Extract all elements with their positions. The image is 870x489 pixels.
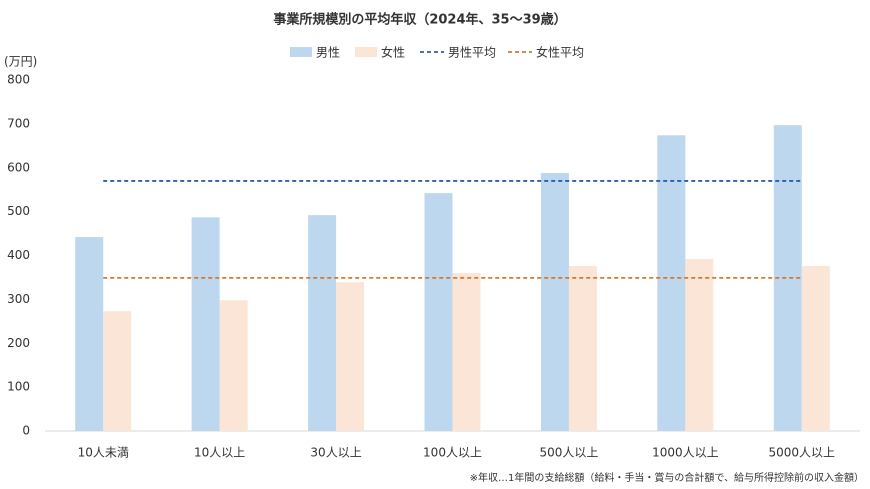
- y-tick-label: 800: [7, 73, 30, 87]
- x-tick-label: 5000人以上: [769, 446, 836, 460]
- y-tick-label: 300: [7, 292, 30, 306]
- y-tick-label: 200: [7, 336, 30, 350]
- y-tick-label: 100: [7, 380, 30, 394]
- y-tick-label: 600: [7, 160, 30, 174]
- legend-label: 女性平均: [536, 45, 584, 60]
- y-tick-label: 400: [7, 248, 30, 262]
- legend-swatch: [290, 47, 312, 57]
- bar: [103, 311, 132, 431]
- bar: [219, 300, 248, 431]
- bar: [801, 266, 830, 431]
- bar: [336, 282, 365, 431]
- bar: [452, 273, 481, 431]
- legend-label: 男性: [316, 46, 340, 60]
- bar: [424, 193, 453, 431]
- bar: [568, 266, 597, 431]
- x-tick-label: 30人以上: [310, 446, 361, 460]
- legend-label: 男性平均: [448, 46, 496, 60]
- x-tick-label: 500人以上: [539, 446, 598, 460]
- bar: [191, 217, 220, 431]
- x-tick-label: 1000人以上: [652, 446, 719, 460]
- bar: [540, 173, 569, 431]
- legend-label: 女性: [381, 45, 405, 60]
- y-tick-label: 0: [22, 424, 30, 438]
- y-tick-label: 700: [7, 116, 30, 130]
- x-tick-label: 10人以上: [194, 446, 245, 460]
- chart-title: 事業所規模別の平均年収（2024年、35～39歳）: [273, 12, 566, 28]
- bar: [657, 135, 686, 431]
- bar: [308, 215, 337, 431]
- x-tick-label: 100人以上: [423, 446, 482, 460]
- y-axis-label: (万円): [4, 55, 37, 69]
- bar: [75, 237, 104, 431]
- x-tick-label: 10人未満: [78, 446, 129, 460]
- footnote: ※年収…1年間の支給総額（給料・手当・賞与の合計額で、給与所得控除前の収入金額）: [470, 471, 864, 484]
- y-tick-label: 500: [7, 204, 30, 218]
- bar: [685, 259, 714, 431]
- legend-swatch: [355, 47, 377, 57]
